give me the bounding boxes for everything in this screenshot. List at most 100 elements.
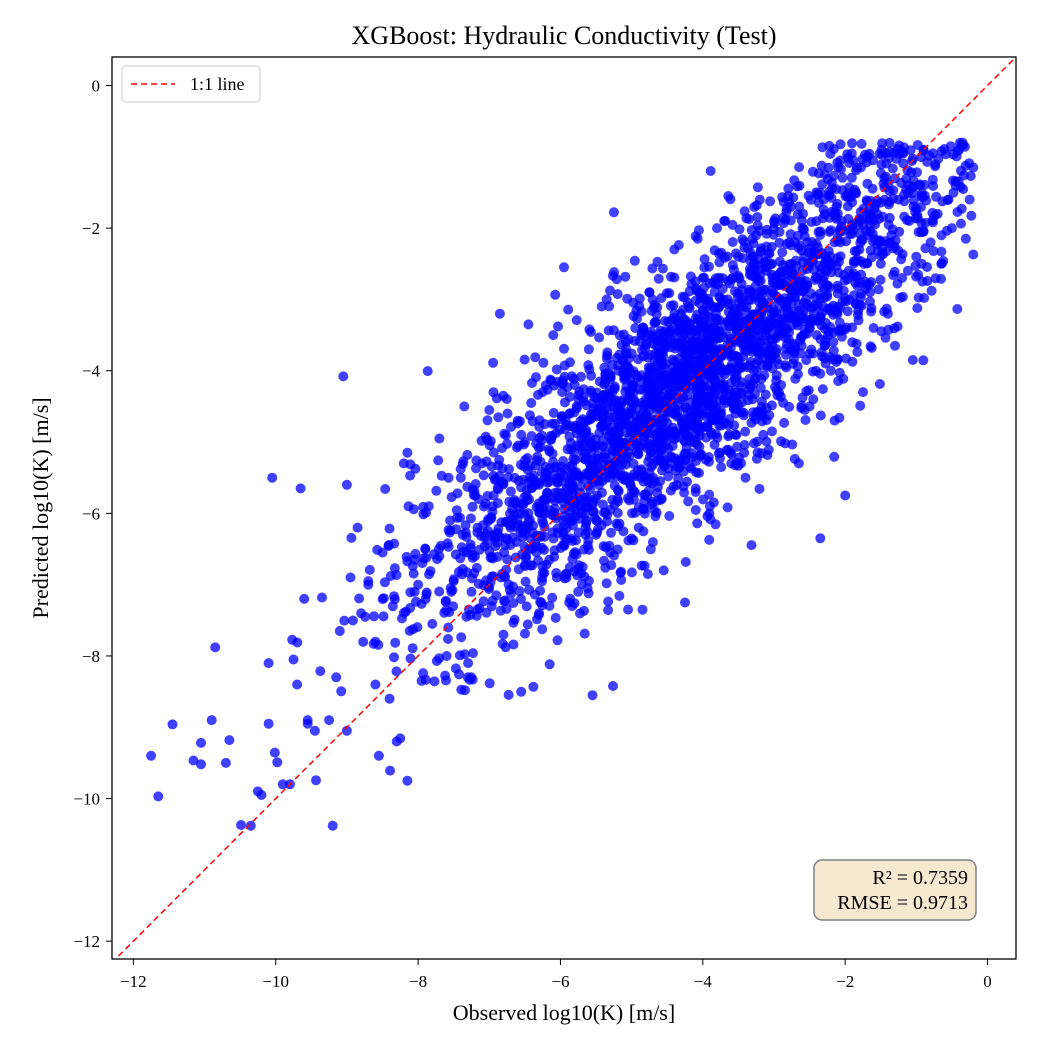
scatter-point [552, 635, 563, 646]
y-tick-label: −12 [73, 932, 100, 951]
scatter-point [643, 438, 654, 449]
scatter-point [568, 485, 578, 496]
scatter-point [636, 466, 647, 477]
scatter-point [752, 212, 763, 222]
scatter-point [709, 439, 720, 450]
scatter-point [691, 456, 702, 466]
scatter-point [681, 443, 692, 453]
scatter-point [726, 458, 737, 469]
scatter-point [502, 534, 513, 545]
scatter-point [618, 329, 629, 340]
scatter-point [460, 685, 470, 696]
scatter-point [462, 567, 473, 578]
scatter-point [547, 592, 558, 603]
scatter-point [690, 487, 701, 497]
scatter-point [853, 315, 864, 326]
scatter-point [833, 376, 844, 387]
scatter-point [883, 324, 894, 335]
scatter-point [401, 551, 412, 562]
scatter-point [384, 693, 395, 704]
scatter-point [764, 248, 775, 259]
scatter-point [550, 612, 561, 623]
scatter-point [852, 347, 863, 357]
scatter-point [598, 435, 609, 446]
scatter-point [727, 219, 738, 230]
scatter-point [236, 820, 246, 830]
scatter-point [616, 566, 627, 577]
scatter-point [653, 430, 664, 441]
scatter-point [465, 543, 476, 553]
scatter-point [729, 372, 740, 383]
scatter-point [836, 331, 847, 342]
scatter-point [385, 765, 396, 776]
scatter-point [520, 576, 531, 587]
y-tick-label: −10 [73, 790, 100, 809]
scatter-point [964, 194, 975, 205]
scatter-point [650, 511, 661, 522]
scatter-point [472, 522, 483, 533]
scatter-point [759, 370, 770, 381]
scatter-point [692, 405, 703, 416]
scatter-point [544, 659, 555, 670]
scatter-point [690, 231, 701, 242]
scatter-point [534, 479, 545, 490]
scatter-point [864, 211, 875, 222]
scatter-point [765, 196, 776, 207]
scatter-point [805, 194, 816, 205]
scatter-point [443, 622, 454, 633]
scatter-point [370, 679, 381, 690]
scatter-point [708, 277, 719, 288]
scatter-point [539, 522, 550, 532]
y-axis-ticks: −12 −10 −8 −6 −4 −2 0 [73, 77, 112, 951]
scatter-point [751, 453, 762, 464]
scatter-point [389, 591, 399, 602]
scatter-point [866, 306, 877, 317]
scatter-point [774, 237, 785, 248]
scatter-point [597, 499, 608, 510]
scatter-point [413, 579, 424, 590]
scatter-point [612, 508, 623, 518]
scatter-point [856, 138, 867, 149]
scatter-point [673, 473, 684, 484]
scatter-point [927, 174, 938, 185]
scatter-point [858, 387, 868, 398]
scatter-point [224, 735, 235, 746]
scatter-point [465, 513, 476, 524]
scatter-point [594, 332, 605, 343]
scatter-point [405, 653, 416, 664]
scatter-point [567, 497, 578, 508]
scatter-point [377, 547, 388, 558]
scatter-point [402, 775, 413, 786]
scatter-point [895, 292, 906, 303]
scatter-point [952, 304, 963, 314]
scatter-point [146, 750, 157, 761]
scatter-point [715, 447, 725, 458]
scatter-point [626, 472, 637, 483]
scatter-point [389, 563, 400, 574]
scatter-point [700, 454, 711, 465]
scatter-point [823, 303, 834, 314]
scatter-point [960, 233, 971, 244]
scatter-point [943, 194, 954, 205]
scatter-point [551, 572, 562, 583]
scatter-point [796, 403, 807, 413]
scatter-point [793, 243, 804, 253]
scatter-point [526, 398, 537, 408]
scatter-point [478, 470, 489, 481]
scatter-point [779, 323, 790, 333]
scatter-point [740, 315, 751, 326]
scatter-point [789, 312, 800, 323]
scatter-point [781, 303, 792, 314]
scatter-point [571, 315, 582, 326]
scatter-point [541, 494, 552, 505]
scatter-point [701, 411, 712, 422]
scatter-point [694, 468, 704, 478]
rmse-text: RMSE = 0.9713 [837, 892, 968, 914]
scatter-point [272, 757, 283, 768]
scatter-point [598, 412, 609, 423]
scatter-point [665, 300, 676, 311]
scatter-point [535, 442, 546, 452]
scatter-point [797, 223, 808, 234]
scatter-point [370, 636, 381, 647]
